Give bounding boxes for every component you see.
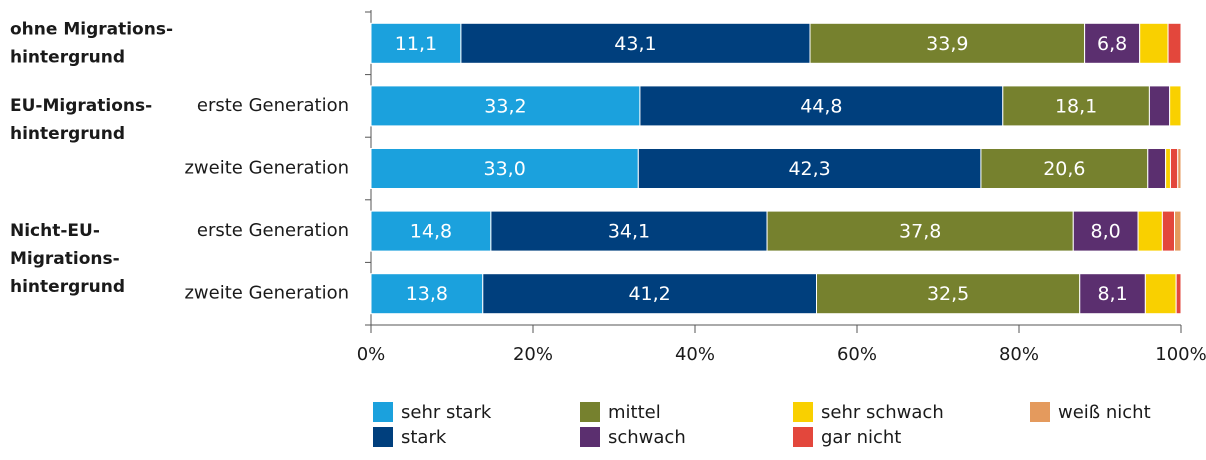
legend-label: mittel: [608, 402, 661, 423]
bar-segment: [1147, 148, 1167, 189]
x-tick-label: 100%: [1155, 344, 1206, 365]
data-label: 8,1: [1097, 283, 1127, 305]
x-tick-label: 20%: [513, 344, 553, 365]
bar-segment: [482, 273, 817, 315]
bar-segment: [1169, 148, 1179, 189]
bar-segment: [1139, 22, 1169, 64]
group-label: Migrations-: [10, 249, 120, 269]
bar-segment: [1148, 85, 1171, 127]
data-label: 20,6: [1043, 158, 1085, 180]
bar-segment: [1165, 148, 1171, 189]
data-label: 41,2: [628, 283, 670, 305]
data-label: 14,8: [410, 221, 452, 243]
bar-segment: [1175, 273, 1182, 315]
data-label: 33,2: [484, 95, 526, 117]
bar-segment: [1174, 210, 1182, 252]
legend-swatch: [580, 402, 600, 422]
legend-swatch: [373, 427, 393, 447]
legend-swatch: [793, 427, 813, 447]
bar-segment: [1167, 22, 1182, 64]
bar-segment: [1072, 210, 1139, 252]
bar-segment: [370, 210, 492, 252]
group-label: hintergrund: [10, 124, 125, 144]
bar-segment: [816, 273, 1081, 315]
bar-segment: [370, 85, 641, 127]
category-label: erste Generation: [197, 95, 349, 116]
group-label: hintergrund: [10, 277, 125, 297]
legend-label: sehr schwach: [821, 402, 944, 423]
legend-label: stark: [401, 427, 447, 448]
bar-segment: [1144, 273, 1177, 315]
bar-segment: [460, 22, 811, 64]
data-label: 11,1: [395, 33, 437, 55]
x-tick-label: 0%: [357, 344, 386, 365]
data-label: 8,0: [1091, 221, 1121, 243]
bar-segment: [1177, 148, 1182, 189]
data-label: 13,8: [406, 283, 448, 305]
x-tick-label: 40%: [675, 344, 715, 365]
legend-label: schwach: [608, 427, 686, 448]
data-label: 37,8: [899, 221, 941, 243]
legend-label: gar nicht: [821, 427, 901, 448]
category-label: zweite Generation: [184, 158, 349, 179]
category-label: erste Generation: [197, 220, 349, 241]
legend-swatch: [373, 402, 393, 422]
data-label: 33,9: [926, 33, 968, 55]
data-label: 32,5: [927, 283, 969, 305]
legend-swatch: [580, 427, 600, 447]
bar-segment: [809, 22, 1086, 64]
bar-segment: [1169, 85, 1182, 127]
group-label: ohne Migrations-: [10, 19, 173, 39]
bar-segment: [1084, 22, 1141, 64]
data-label: 6,8: [1097, 33, 1127, 55]
bar-segment: [370, 273, 484, 315]
data-label: 34,1: [608, 221, 650, 243]
bar-segment: [490, 210, 768, 252]
data-label: 44,8: [800, 95, 842, 117]
legend-label: weiß nicht: [1058, 402, 1151, 423]
data-label: 33,0: [483, 158, 525, 180]
bar-segment: [766, 210, 1074, 252]
group-label: Nicht-EU-: [10, 221, 100, 241]
legend-swatch: [1030, 402, 1050, 422]
group-label: hintergrund: [10, 47, 125, 67]
bar-segment: [1137, 210, 1163, 252]
bar-segment: [639, 85, 1004, 127]
x-tick-label: 80%: [999, 344, 1039, 365]
data-label: 43,1: [614, 33, 656, 55]
group-label: EU-Migrations-: [10, 96, 152, 116]
data-label: 18,1: [1055, 95, 1097, 117]
category-label: zweite Generation: [184, 283, 349, 304]
data-label: 42,3: [788, 158, 830, 180]
legend-label: sehr stark: [401, 402, 492, 423]
bar-segment: [637, 148, 982, 189]
legend-swatch: [793, 402, 813, 422]
bar-segment: [370, 22, 462, 64]
x-tick-label: 60%: [837, 344, 877, 365]
bar-segment: [1161, 210, 1176, 252]
